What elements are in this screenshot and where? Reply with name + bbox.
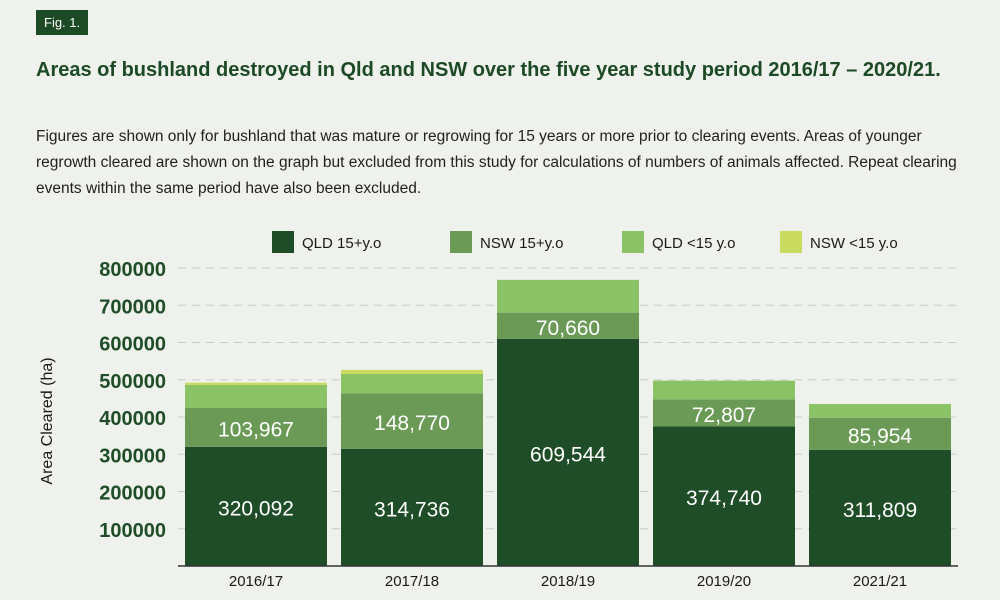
bar-segment — [497, 338, 639, 566]
y-tick-label: 100000 — [99, 520, 166, 542]
y-axis-label: Area Cleared (ha) — [39, 357, 56, 484]
bar-segment — [653, 380, 795, 400]
x-tick-label: 2016/17 — [229, 573, 283, 590]
y-tick-label: 700000 — [99, 296, 166, 318]
figure-label: Fig. 1. — [36, 10, 89, 35]
bar-segment — [341, 369, 483, 374]
bar-segment — [341, 393, 483, 449]
data-label: 374,740 — [686, 487, 762, 510]
y-tick-label: 200000 — [99, 483, 166, 505]
x-tick-label: 2021/21 — [853, 573, 907, 590]
bar-segment — [809, 449, 951, 566]
bar-segment — [809, 404, 951, 418]
legend-label: QLD 15+y.o — [302, 235, 381, 252]
bar-segment — [497, 312, 639, 339]
bar-segment — [341, 448, 483, 566]
x-tick-label: 2017/18 — [385, 573, 439, 590]
bar-segment — [185, 382, 327, 385]
x-tick-label: 2018/19 — [541, 573, 595, 590]
data-label: 103,967 — [218, 418, 294, 441]
x-tick-label: 2019/20 — [697, 573, 751, 590]
chart-subtitle: Figures are shown only for bushland that… — [36, 128, 957, 197]
data-label: 311,809 — [843, 499, 917, 522]
bar-segment — [185, 384, 327, 409]
data-label: 72,807 — [692, 404, 756, 427]
data-label: 314,736 — [374, 498, 450, 521]
legend-label: NSW <15 y.o — [810, 235, 898, 252]
data-label: 70,660 — [536, 317, 600, 340]
bar-segment — [185, 408, 327, 447]
y-tick-label: 500000 — [99, 371, 166, 393]
bar-segment — [341, 373, 483, 394]
data-label: 85,954 — [848, 425, 913, 448]
y-tick-label: 300000 — [99, 445, 166, 467]
bar-segment — [497, 279, 639, 313]
legend-label: QLD <15 y.o — [652, 235, 736, 252]
bar-segment — [653, 426, 795, 566]
bar-segment — [653, 399, 795, 427]
legend-label: NSW 15+y.o — [480, 235, 564, 252]
data-label: 320,092 — [218, 497, 294, 520]
bar-segment — [809, 417, 951, 450]
data-label: 609,544 — [530, 443, 606, 466]
data-label: 148,770 — [374, 412, 450, 435]
bar-segment — [185, 446, 327, 566]
legend-swatch — [780, 231, 802, 253]
y-tick-label: 800000 — [99, 259, 166, 281]
y-tick-label: 600000 — [99, 334, 166, 356]
y-tick-label: 400000 — [99, 408, 166, 430]
legend-swatch — [450, 231, 472, 253]
legend-swatch — [272, 231, 294, 253]
chart-title: Areas of bushland destroyed in Qld and N… — [36, 59, 941, 81]
legend-swatch — [622, 231, 644, 253]
